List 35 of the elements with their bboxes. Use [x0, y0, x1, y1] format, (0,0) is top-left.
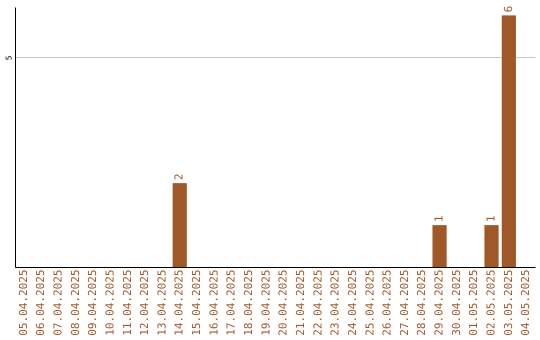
x-tick-label: 27.04.2025 [398, 270, 411, 336]
y-tick-label: 5 [4, 55, 14, 60]
x-tick-label: 14.04.2025 [172, 270, 186, 336]
x-tick-label: 22.04.2025 [311, 270, 324, 336]
x-tick-label: 11.04.2025 [120, 270, 134, 336]
x-tick-label: 28.04.2025 [415, 270, 428, 336]
x-tick-label: 10.04.2025 [103, 270, 116, 336]
x-tick-label: 01.05.2025 [467, 270, 480, 336]
data-label: 6 [502, 6, 515, 12]
data-label: 1 [432, 215, 446, 222]
x-tick-label: 09.04.2025 [86, 270, 100, 336]
x-tick-label: 18.04.2025 [242, 270, 256, 336]
x-tick-label: 03.05.2025 [502, 270, 515, 336]
x-tick-label: 21.04.2025 [294, 270, 307, 336]
x-tick-label: 07.04.2025 [51, 270, 64, 336]
x-tick-label: 24.04.2025 [346, 270, 359, 336]
x-tick-label: 25.04.2025 [363, 270, 376, 336]
data-label: 1 [484, 215, 498, 222]
x-tick-label: 12.04.2025 [138, 270, 152, 336]
x-tick-label: 13.04.2025 [155, 270, 168, 336]
data-label: 2 [172, 174, 186, 180]
x-tick-label: 06.04.2025 [34, 270, 48, 336]
x-tick-label: 08.04.2025 [68, 270, 82, 336]
x-tick-label: 16.04.2025 [207, 270, 220, 336]
x-tick-label: 26.04.2025 [380, 270, 394, 336]
x-tick-label: 15.04.2025 [190, 270, 204, 336]
x-tick-label: 17.04.2025 [224, 270, 238, 336]
x-tick-label: 30.04.2025 [450, 270, 463, 336]
x-tick-label: 04.05.2025 [519, 270, 532, 336]
x-tick-label: 23.04.2025 [328, 270, 342, 336]
x-tick-label: 05.04.2025 [16, 270, 30, 336]
x-tick-label: 02.05.2025 [484, 270, 498, 336]
x-tick-label: 20.04.2025 [276, 270, 290, 336]
x-tick-label: 19.04.2025 [259, 270, 272, 336]
x-tick-label: 29.04.2025 [432, 270, 446, 336]
